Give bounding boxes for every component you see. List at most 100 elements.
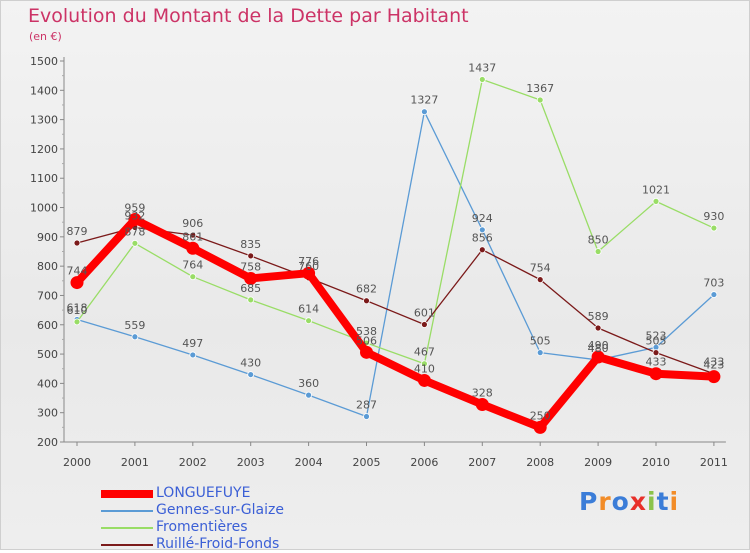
data-point <box>363 297 370 305</box>
data-label: 930 <box>703 210 724 223</box>
series-line-2 <box>76 78 715 365</box>
data-label: 360 <box>298 377 319 390</box>
data-label: 932 <box>124 209 145 222</box>
data-point <box>594 248 602 255</box>
proxiti-logo: Proxiti <box>579 487 680 516</box>
data-label: 861 <box>182 230 203 243</box>
data-label: 906 <box>182 217 203 230</box>
data-label: 287 <box>356 399 377 412</box>
y-tick-label: 500 <box>37 348 58 361</box>
data-point <box>710 224 718 232</box>
data-point <box>420 108 428 116</box>
x-tick-label: 2007 <box>468 456 496 469</box>
y-tick-label: 1000 <box>30 202 58 215</box>
data-point <box>420 321 428 328</box>
data-label: 856 <box>472 232 493 245</box>
data-label: 505 <box>646 335 667 348</box>
data-label: 760 <box>298 260 319 273</box>
legend-swatch <box>101 527 153 529</box>
data-label: 1367 <box>526 82 554 95</box>
data-label: 924 <box>472 212 493 225</box>
line-chart: 200 300 400 500 600 700 800 900 1000 1100 1200 1300… <box>30 55 728 469</box>
data-label: 685 <box>240 282 261 295</box>
legend-label: Ruillé-Froid-Fonds <box>156 536 280 552</box>
data-point <box>363 413 370 420</box>
data-label: 410 <box>414 362 435 375</box>
data-point <box>536 276 544 284</box>
legend-label: Fromentières <box>156 519 248 535</box>
x-tick-label: 2002 <box>179 456 207 469</box>
data-label: 850 <box>588 234 609 247</box>
data-label: 744 <box>67 265 88 278</box>
data-label: 523 <box>646 329 667 342</box>
data-point <box>247 252 255 260</box>
data-label: 505 <box>530 335 551 348</box>
data-point <box>420 360 428 368</box>
data-label: 480 <box>588 342 609 355</box>
x-tick-label: 2008 <box>526 456 554 469</box>
y-tick-label: 200 <box>37 436 58 449</box>
data-point <box>536 349 544 357</box>
data-point <box>247 371 255 378</box>
x-tick-label: 2009 <box>584 456 612 469</box>
data-point <box>305 391 313 399</box>
data-label: 776 <box>298 255 319 268</box>
data-point <box>189 351 197 359</box>
y-tick-label: 400 <box>37 377 58 390</box>
data-label: 682 <box>356 283 377 296</box>
data-point <box>478 246 486 254</box>
data-label: 328 <box>472 386 493 399</box>
y-tick-label: 800 <box>37 260 58 273</box>
data-label: 959 <box>124 202 145 215</box>
data-label: 538 <box>356 325 377 338</box>
data-label: 758 <box>240 260 261 273</box>
data-label: 559 <box>124 319 145 332</box>
data-point <box>186 241 200 255</box>
data-point <box>594 324 602 332</box>
data-label: 423 <box>703 359 724 372</box>
data-label: 610 <box>67 304 88 317</box>
data-label: 878 <box>124 225 145 238</box>
data-label: 754 <box>530 262 551 275</box>
data-point <box>247 296 255 304</box>
data-point <box>244 271 258 285</box>
data-label: 430 <box>240 357 261 370</box>
data-label: 250 <box>530 409 551 422</box>
data-label: 1437 <box>468 61 496 74</box>
data-point <box>73 318 81 326</box>
x-tick-label: 2003 <box>237 456 265 469</box>
y-tick-label: 900 <box>37 231 58 244</box>
x-tick-label: 2000 <box>63 456 91 469</box>
chart-title: Evolution du Montant de la Dette par Hab… <box>28 5 469 27</box>
x-tick-label: 2010 <box>642 456 670 469</box>
legend-swatch <box>101 510 153 512</box>
data-label: 467 <box>414 346 435 359</box>
data-point <box>128 213 142 227</box>
data-point <box>710 291 718 298</box>
data-label: 879 <box>67 225 88 238</box>
data-point <box>652 197 660 205</box>
data-label: 601 <box>414 306 435 319</box>
chart-subtitle: (en €) <box>29 30 62 43</box>
data-label: 433 <box>703 356 724 369</box>
data-point <box>417 373 431 387</box>
data-label: 497 <box>182 337 203 350</box>
data-point <box>189 231 197 239</box>
series-line-3 <box>76 226 715 375</box>
y-tick-label: 300 <box>37 407 58 420</box>
data-point <box>591 350 605 364</box>
data-point <box>478 76 486 83</box>
y-tick-label: 700 <box>37 289 58 302</box>
data-label: 490 <box>588 339 609 352</box>
data-point <box>131 333 139 341</box>
data-label: 1327 <box>410 94 438 107</box>
legend-swatch <box>101 490 153 498</box>
data-point <box>360 345 373 359</box>
x-tick-label: 2005 <box>353 456 381 469</box>
x-tick-label: 2001 <box>121 456 149 469</box>
data-label: 614 <box>298 303 319 316</box>
data-point <box>70 276 84 290</box>
legend-swatch <box>101 544 153 546</box>
data-label: 703 <box>703 277 724 290</box>
